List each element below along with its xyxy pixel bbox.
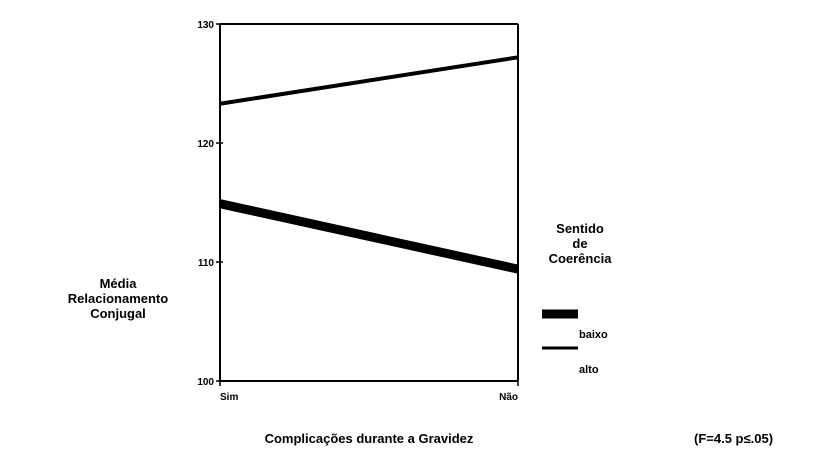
- series-line-baixo: [219, 199, 519, 274]
- y-axis-label-line: Conjugal: [90, 306, 146, 321]
- y-tick-label: 120: [197, 139, 214, 150]
- series-line-alto: [219, 55, 519, 106]
- y-tick-label: 100: [197, 377, 214, 388]
- legend-title: Sentido de Coerência: [540, 221, 620, 266]
- y-axis-label-line: Relacionamento: [67, 291, 169, 306]
- y-axis-label-line: Média: [99, 276, 137, 291]
- legend-title-line: Sentido: [556, 221, 604, 236]
- x-tick-label: Não: [499, 392, 518, 403]
- y-tick-label: 130: [197, 20, 214, 31]
- y-tick-label: 110: [198, 258, 215, 269]
- x-axis-label: Complicações durante a Gravidez: [264, 431, 474, 446]
- y-axis-label: Média Relacionamento Conjugal: [18, 276, 218, 321]
- statistic-annotation: (F=4.5 p≤.05): [694, 431, 774, 446]
- legend-label-alto: alto: [579, 364, 599, 376]
- x-tick-label: Sim: [220, 392, 238, 403]
- legend-title-line: Coerência: [548, 251, 612, 266]
- legend-title-line: de: [572, 236, 588, 251]
- legend-label-baixo: baixo: [579, 329, 608, 341]
